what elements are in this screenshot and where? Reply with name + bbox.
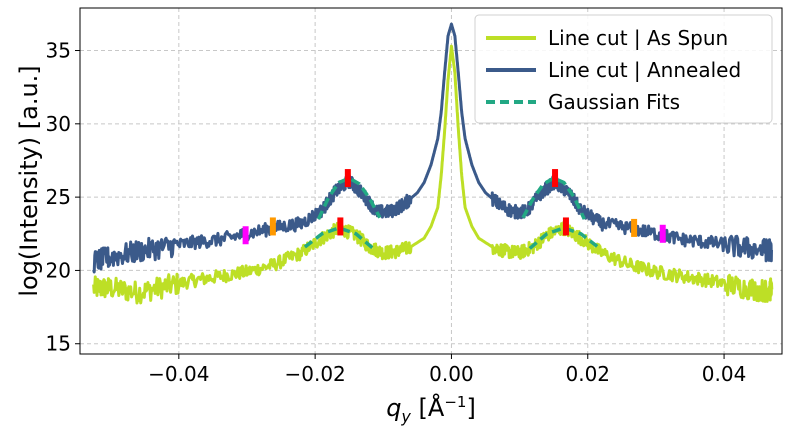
x-tick-label: 0.00 (429, 362, 474, 386)
peak-marker (269, 217, 276, 236)
x-tick-label: −0.02 (284, 362, 345, 386)
x-tick-label: −0.04 (148, 362, 209, 386)
x-axis-title-variable: q (386, 394, 401, 422)
y-axis: 15 20 25 30 35 (46, 39, 80, 356)
y-axis-title: log(Intensity) [a.u.] (15, 65, 43, 296)
x-axis-title: qy [Å−1] (386, 393, 476, 426)
y-tick-label: 35 (46, 39, 71, 63)
plot-frame (79, 7, 783, 355)
x-tick-label: 0.04 (702, 362, 747, 386)
series-as-spun-line (92, 44, 774, 305)
peak-marker (552, 169, 559, 188)
peak-marker (337, 217, 344, 236)
peak-marker (344, 169, 351, 188)
gaussian-fit-curve (528, 226, 600, 250)
x-tick-label: 0.02 (565, 362, 610, 386)
peak-marker (631, 218, 638, 237)
series-annealed-line (92, 22, 773, 274)
peak-markers (242, 169, 666, 245)
gaussian-fit-curve (521, 176, 586, 220)
legend-label: Line cut | Annealed (548, 58, 741, 82)
x-axis-title-unit-close: ] (466, 394, 475, 422)
peak-marker (659, 224, 666, 243)
peak-marker (242, 226, 249, 245)
y-tick-label: 25 (46, 185, 71, 209)
data-lines (92, 22, 774, 305)
legend: Line cut | As Spun Line cut | Annealed Gau… (474, 14, 773, 124)
x-axis: −0.04 −0.02 0.00 0.02 0.04 (148, 354, 746, 386)
y-tick-label: 15 (46, 332, 71, 356)
x-axis-title-unit: [Å (411, 393, 445, 422)
x-axis-title-subscript: y (400, 407, 411, 426)
gaussian-fit-curve (303, 226, 375, 250)
legend-label: Line cut | As Spun (548, 26, 728, 50)
peak-marker (562, 217, 569, 236)
y-tick-label: 20 (46, 258, 71, 282)
x-axis-title-unit-superscript: −1 (444, 393, 466, 411)
legend-frame (474, 14, 773, 124)
legend-label: Gaussian Fits (548, 90, 680, 114)
y-tick-label: 30 (46, 112, 71, 136)
